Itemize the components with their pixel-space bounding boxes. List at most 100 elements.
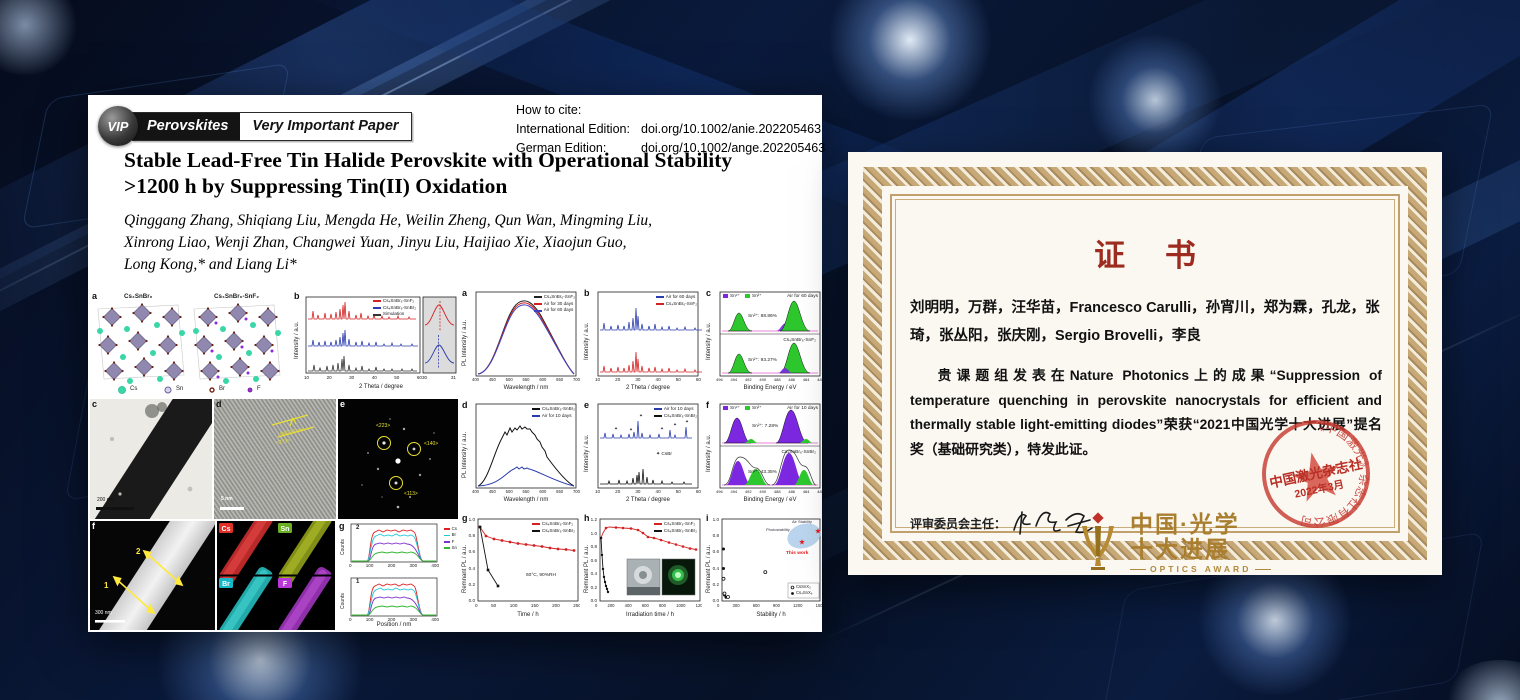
certificate-recipients: 刘明明，万群，汪华苗，Francesco Carulli，孙宵川，郑为霖，孔龙，… [910,300,1380,345]
sn2-percent-fresh: Sn²⁺: 93.27% [748,358,777,363]
scalebar-label: 300 nm [95,610,112,616]
profiles-graphic [350,523,438,617]
trophy-icon [1082,512,1114,570]
scalebar-label: 5 nm [221,496,233,502]
panel-mi-benchmark: i Remnant PL / a.u. ★ ★ Air Stability Pho… [704,513,822,632]
linescan-2-label: 2 [136,547,141,556]
legend-sn: Sn [176,386,184,392]
legend: Air for 60 days Cs₄SnBr₆-SnF₂ [655,294,697,307]
y-axis-label: PL Intensity / a.u. [462,319,468,366]
panel-ma-pl-stability: a PL Intensity / a.u. Cs₄SnBr₆-SnF₂ Air … [460,288,580,399]
y-axis-label: Intensity / a.u. [584,434,590,472]
y-ticks: 1.0 0.8 0.6 0.4 0.2 0.0 [712,517,719,603]
paper-page: VIP Perovskites Very Important Paper How… [88,95,826,632]
certificate-inner-border [890,194,1400,533]
panel-label: c [92,399,98,409]
panel-e-fft: e <223> <140> <113> [338,399,458,519]
panel-label: i [706,513,709,523]
legend-entry: Air for 10 days [663,406,694,411]
x-ticks: 10 20 30 40 50 60 [304,375,422,380]
panel-label: a [462,288,468,298]
legend-entry: Air for 30 days [543,300,574,306]
panel-label: d [462,400,468,410]
legend-entry: Br [451,532,457,538]
panel-mf-xps-snbr2: f Intensity / a.u. Sn⁴⁺ Sn²⁺ [704,400,822,512]
sample-name: Cs₄SnBr₆-SnF₂ [783,338,816,343]
eds-map-label-sn: Sn [281,526,290,533]
fft-spot-label-223: <223> [376,423,391,429]
award-line1: 中国·光学 [1130,511,1240,537]
x-axis-label: Stability / h [756,612,786,618]
legend: Cs₄SnBr₆-SnBr₂ Air for 10 days [531,406,575,419]
panel-label: c [706,288,712,298]
award-line2: 十大进展 [1130,535,1230,562]
x-ticks: 400 450 500 550 600 650 700 [472,489,580,494]
vip-label-box: Perovskites Very Important Paper [132,111,412,141]
x-ticks: 496494492490488486484482 [716,489,822,494]
panel-label: h [584,513,590,523]
panel-a-crystal-structures: a Cs₄SnBr₆ Cs₄SnBr₆-SnF₂ [90,291,290,397]
legend-cssnx3: CsSnX₃ [796,584,811,589]
panel-label: f [706,400,709,410]
cite-international: International Edition: doi.org/10.1002/a… [516,120,825,139]
cite-german-doi-link[interactable]: doi.org/10.1002/ange.202205463 [641,140,826,155]
panel-mb-xrd-aged: b Intensity / a.u. Air for 60 days Cs₄Sn… [582,288,702,399]
profile-2-label: 2 [356,525,360,531]
x-axis-label: Binding Energy / eV [743,497,797,503]
xrd-legend: Cs₄SnBr₆-SnF₂ Cs₄SnBr₆-SnBr₂ Simulation [372,298,416,318]
x-ticks: 400 450 500 550 600 650 700 [472,377,580,382]
legend-entry: Sn [451,545,457,551]
structure1-formula: Cs₄SnBr₆ [124,293,153,300]
svg-text:★: ★ [799,538,806,547]
paper-title-quote: “Suppression of temperature quenching in… [910,368,1382,433]
panel-f-stem: f 1 2 300 nm [90,521,215,630]
official-seal: 《中国激光》杂志社有限公司 中国激光杂志社 2022年3月 [1245,403,1387,545]
panel-label: b [294,291,300,301]
legend-entry: Cs₄SnBr₆-SnBr₂ [663,412,697,418]
x-ticks: 10 20 30 40 50 60 [595,489,701,494]
legend-entry: Cs₄SnBr₆-SnF₂ [665,300,697,306]
certificate-title: 证 书 [1094,238,1212,273]
linescan-1-label: 1 [104,581,109,590]
legend-entry: Simulation [382,311,405,317]
fft-spot-label-113: <113> [404,491,418,497]
panel-me-xrd-snbr2: e Intensity / a.u. ✦ ✦ ✦ ✦ ✦ ✦ Air for 10 day… [582,400,702,512]
certificate: 证 书 刘明明，万群，汪华苗，Francesco Carulli，孙宵川，郑为霖… [848,152,1442,575]
y-axis-label: Intensity / a.u. [584,322,590,360]
panel-d-hrtem: d d=0.30 nm <273> 5 nm [214,399,336,519]
optics-award-logo: 中国·光学 十大进展 OPTICS AWARD [1076,512,1271,574]
paper-authors: Qinggang Zhang, Shiqiang Liu, Mengda He,… [124,210,784,276]
certificate-body: 贵课题组发表在Nature Photonics上的成果“Suppression … [910,364,1382,462]
svg-text:✦: ✦ [639,413,643,418]
panel-label: g [462,513,468,523]
stem-image-graphic [94,521,215,630]
air-stability-label: Air Stability [792,519,813,524]
legend: Cs₄SnBr₆-SnF₂ Air for 30 days Air for 60… [533,294,575,314]
light-flare [0,0,80,75]
svg-text:✦: ✦ [614,426,618,431]
x-axis-label: 2 Theta / degree [359,384,403,390]
award-logo-text: 中国·光学 十大进展 OPTICS AWARD [1130,512,1271,574]
x-ticks: 496494492490488486484482 [716,377,822,382]
svg-text:✦: ✦ [660,426,664,431]
x-axis-label: Wavelength / nm [503,385,549,391]
vip-text: VIP [107,118,129,134]
tem-image-graphic [90,399,212,519]
panel-label: f [92,521,95,531]
panel-f-eds-maps: Cs Sn Br F [217,521,335,630]
fft-pattern-graphic [361,418,435,509]
paper-title-line2: >1200 h by Suppressing Tin(II) Oxidation [124,174,508,199]
benchmark-plot-graphic: ★★ [721,518,822,602]
xps-graphic [719,403,821,489]
legend-entry: Cs₄SnBr₆-SnF₂ [663,521,696,526]
stability-plot-graphic [477,518,579,602]
light-flare [1440,660,1520,700]
badge-category: Perovskites [133,112,241,140]
legend-sn4: Sn⁴⁺ [730,405,741,410]
panel-g-line-profiles: g Counts Counts 2 1 Cs [337,521,458,630]
x-ticks: 030060090012001500 [717,603,822,608]
legend-entry: Cs₄SnBr₆-SnF₂ [543,294,575,299]
this-work-label: This work [786,551,809,556]
cite-intl-doi-link[interactable]: doi.org/10.1002/anie.202205463 [641,121,822,136]
sn2-percent-fresh: Sn²⁺: 43.35% [748,470,777,475]
